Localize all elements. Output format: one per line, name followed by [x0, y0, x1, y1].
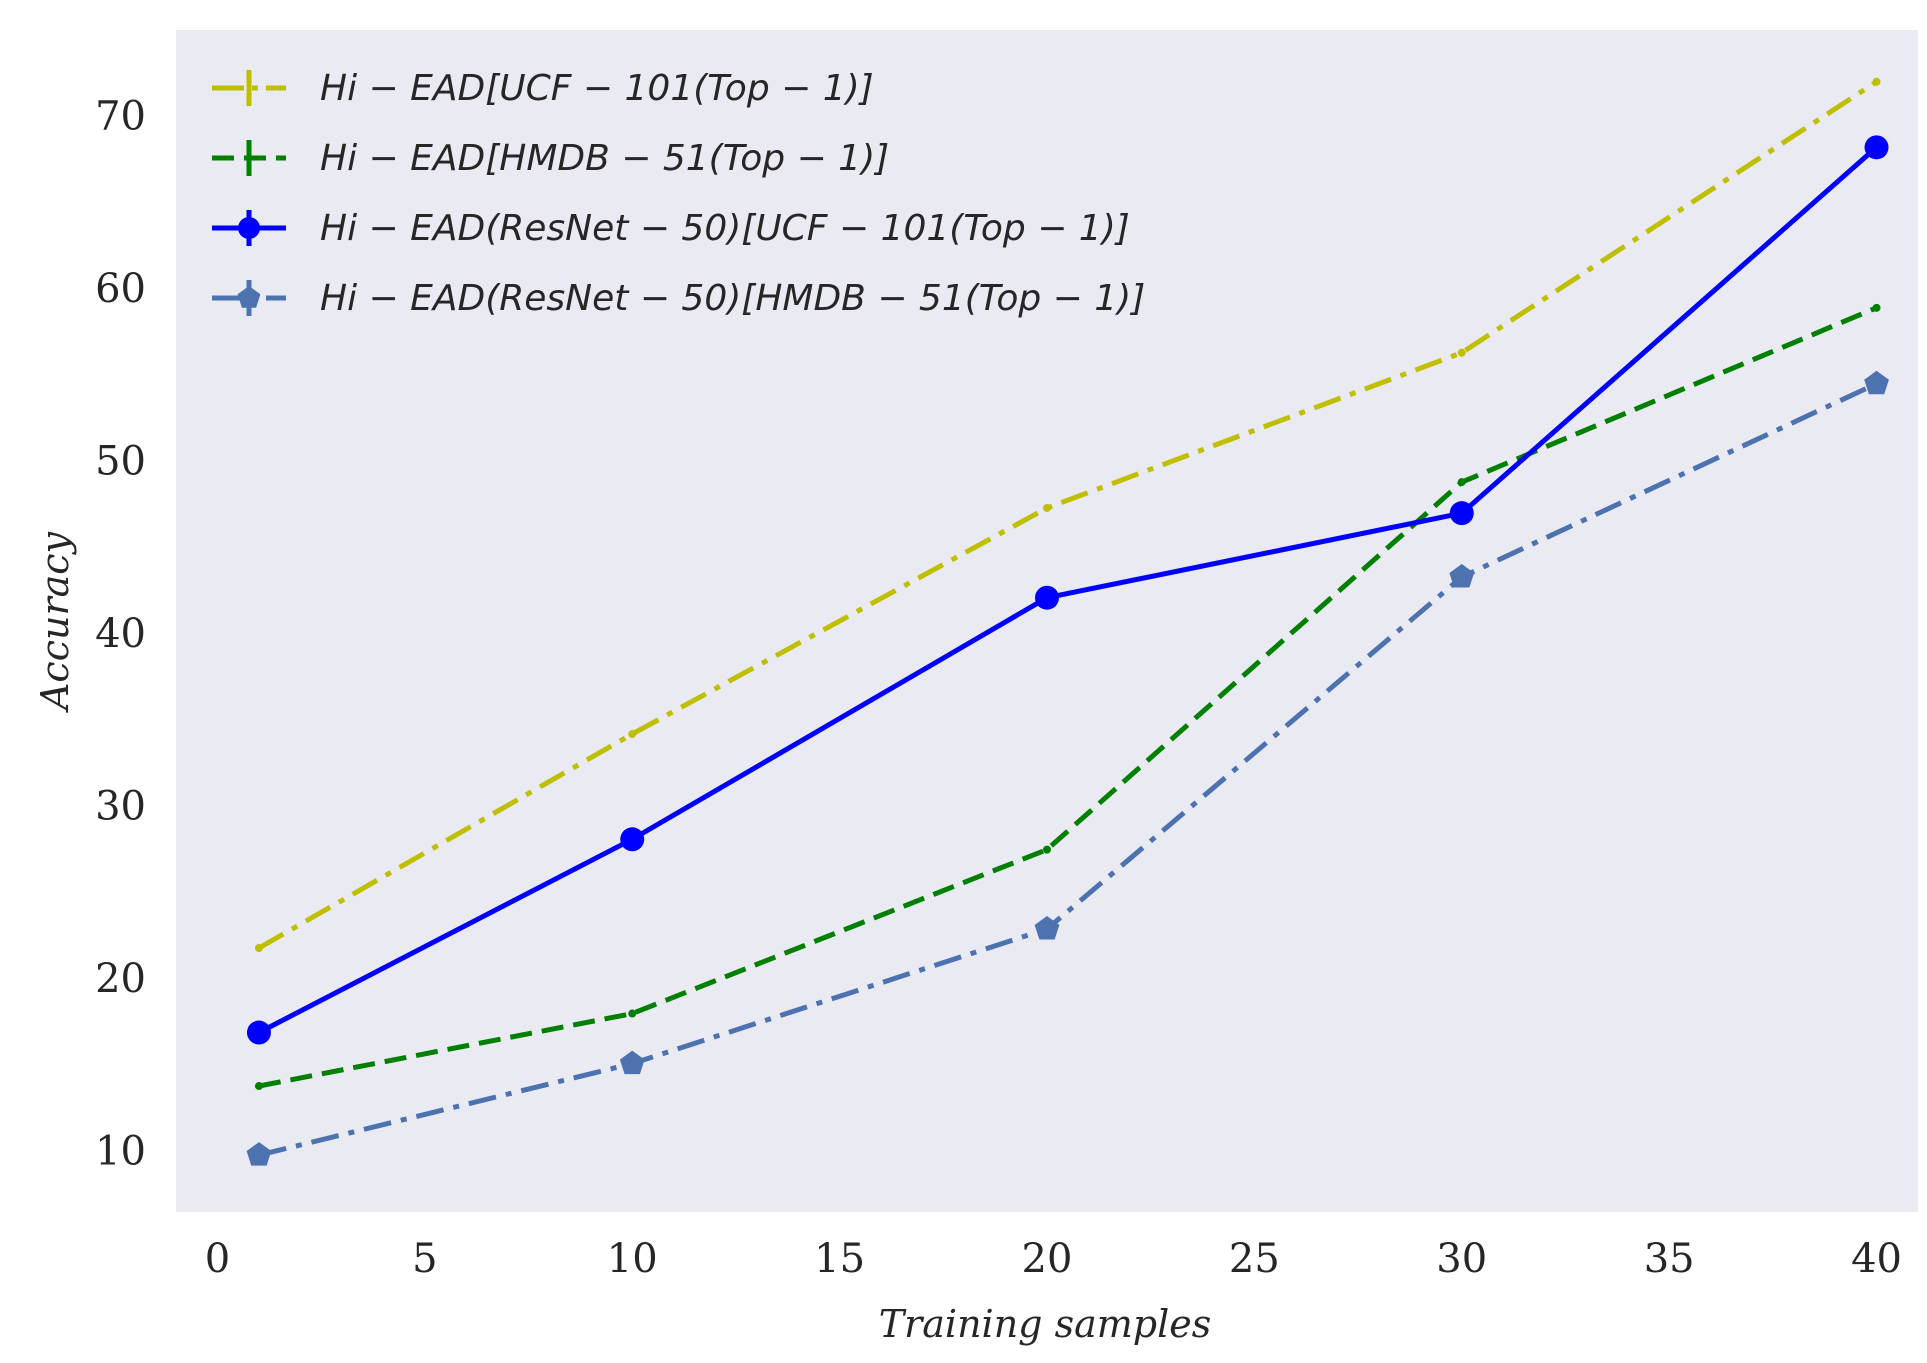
data-point — [619, 1050, 645, 1075]
x-tick-labels: 0 5 10 15 20 25 30 35 40 — [205, 1236, 1902, 1282]
x-tick-label: 5 — [412, 1236, 437, 1282]
data-point — [1872, 303, 1881, 312]
series-4 — [246, 370, 1889, 1166]
legend-marker — [237, 286, 261, 308]
x-tick-label: 30 — [1436, 1236, 1487, 1282]
legend-label: Hi − EAD[HMDB − 51(Top − 1)] — [320, 138, 889, 179]
x-tick-label: 10 — [607, 1236, 658, 1282]
legend: Hi − EAD[UCF − 101(Top − 1)] Hi − EAD[HMD… — [212, 68, 1145, 319]
data-point — [1449, 564, 1475, 588]
data-point — [620, 827, 645, 852]
data-point — [1872, 77, 1881, 86]
x-tick-label: 20 — [1022, 1236, 1073, 1282]
series-3 — [246, 135, 1889, 1045]
y-tick-label: 40 — [95, 611, 146, 657]
legend-item: Hi − EAD[UCF − 101(Top − 1)] — [212, 68, 874, 109]
x-tick-label: 25 — [1229, 1236, 1280, 1282]
data-point — [1449, 501, 1474, 526]
y-tick-label: 60 — [95, 266, 146, 312]
data-point — [1034, 916, 1060, 940]
x-axis-label: Training samples — [879, 1302, 1211, 1346]
legend-label: Hi − EAD(ResNet − 50)[UCF − 101(Top − 1)… — [320, 208, 1130, 249]
x-tick-label: 35 — [1644, 1236, 1695, 1282]
y-tick-labels: 10 20 30 40 50 60 70 — [95, 93, 146, 1174]
data-point — [1864, 135, 1889, 160]
y-tick-label: 70 — [95, 93, 146, 139]
legend-item: Hi − EAD[HMDB − 51(Top − 1)] — [212, 138, 889, 179]
x-tick-label: 0 — [205, 1236, 230, 1282]
data-point — [1457, 348, 1466, 357]
data-point — [254, 1082, 263, 1091]
plot-area — [176, 30, 1918, 1212]
data-point — [628, 730, 637, 739]
series-1 — [254, 77, 1881, 952]
y-tick-label: 50 — [95, 438, 146, 484]
series-layer — [246, 77, 1889, 1166]
y-tick-label: 10 — [95, 1129, 146, 1175]
legend-item: Hi − EAD(ResNet − 50)[HMDB − 51(Top − 1)… — [212, 278, 1145, 319]
x-tick-label: 15 — [814, 1236, 865, 1282]
legend-marker — [238, 217, 260, 239]
y-axis-label: Accuracy — [33, 531, 77, 713]
data-point — [246, 1020, 271, 1045]
y-tick-label: 20 — [95, 956, 146, 1002]
data-point — [1035, 585, 1059, 610]
x-tick-label: 40 — [1851, 1236, 1902, 1282]
data-point — [254, 943, 263, 952]
legend-label: Hi − EAD[UCF − 101(Top − 1)] — [320, 68, 874, 109]
legend-item: Hi − EAD(ResNet − 50)[UCF − 101(Top − 1)… — [212, 208, 1130, 249]
data-point — [1043, 503, 1051, 512]
data-point — [246, 1142, 272, 1166]
data-point — [1457, 478, 1466, 487]
legend-label: Hi − EAD(ResNet − 50)[HMDB − 51(Top − 1)… — [320, 278, 1145, 319]
data-point — [1864, 370, 1889, 395]
data-point — [628, 1009, 637, 1018]
y-tick-label: 30 — [95, 783, 146, 829]
data-point — [1043, 845, 1051, 854]
series-2 — [254, 303, 1881, 1091]
